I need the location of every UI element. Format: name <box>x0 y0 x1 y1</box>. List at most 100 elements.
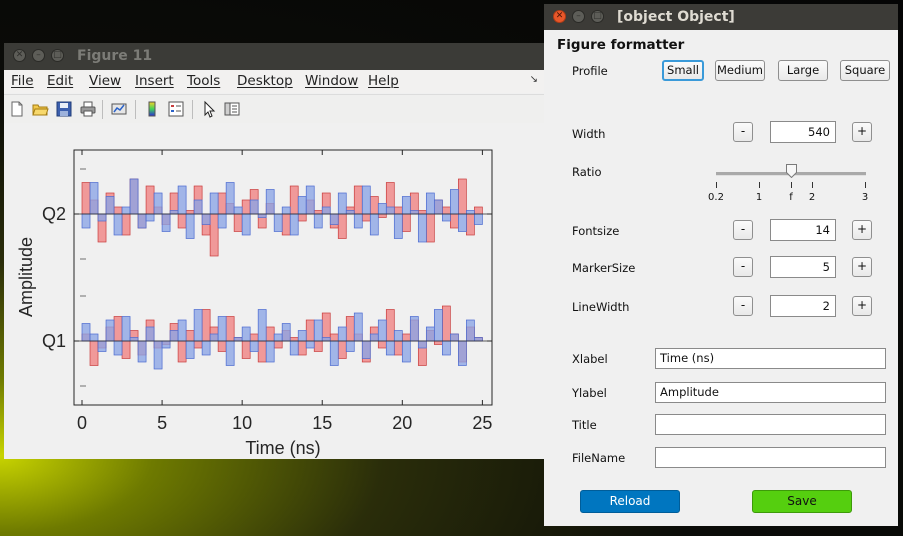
markersize-label: MarkerSize <box>572 261 636 275</box>
profile-medium-button[interactable]: Medium <box>715 60 765 81</box>
toolbar-separator <box>135 100 136 119</box>
fontsize-field[interactable]: 14 <box>770 219 836 241</box>
bar-q2-series-1 <box>313 213 323 229</box>
reload-button[interactable]: Reload <box>580 490 680 513</box>
property-editor-icon[interactable] <box>223 100 241 118</box>
ratio-tick-label: f <box>789 192 793 203</box>
ylabel-field[interactable]: Amplitude <box>655 382 886 403</box>
maximize-icon[interactable]: □ <box>591 10 604 23</box>
figure-window-title: Figure 11 <box>77 48 153 64</box>
ratio-slider-thumb[interactable] <box>786 164 797 178</box>
bar-q2-series-1 <box>145 213 155 222</box>
bar-q2-series-1 <box>425 192 435 215</box>
bar-q1-series-3 <box>305 340 315 349</box>
bar-q2-series-1 <box>241 213 251 236</box>
profile-large-button[interactable]: Large <box>778 60 828 81</box>
bar-q2-series-0 <box>113 206 123 215</box>
profile-square-button[interactable]: Square <box>840 60 890 81</box>
colorbar-icon[interactable] <box>143 100 161 118</box>
maximize-icon[interactable]: □ <box>51 49 64 62</box>
title-field[interactable] <box>655 414 886 435</box>
markersize-field[interactable]: 5 <box>770 256 836 278</box>
bar-q1-series-3 <box>329 340 339 366</box>
bar-q1-series-3 <box>433 309 443 342</box>
linewidth-decrement-button[interactable]: - <box>733 296 753 316</box>
bar-q1-series-3 <box>289 340 299 356</box>
profile-small-button[interactable]: Small <box>662 60 704 81</box>
plot-data-layer <box>74 178 492 370</box>
bar-q2-series-1 <box>466 210 475 215</box>
figure-titlebar[interactable]: ✕ – □ Figure 11 <box>4 43 544 70</box>
bar-q2-series-0 <box>81 182 91 215</box>
x-tick-label: 0 <box>77 413 87 433</box>
x-tick-label: 25 <box>472 413 492 433</box>
linewidth-field[interactable]: 2 <box>770 295 836 317</box>
bar-q2-series-1 <box>345 210 355 215</box>
bar-q1-series-2 <box>217 340 227 352</box>
bar-q1-series-3 <box>466 319 475 342</box>
menu-view[interactable]: View <box>89 73 122 89</box>
ratio-tick <box>865 182 866 188</box>
figure-toolbar <box>4 94 544 124</box>
linewidth-label: LineWidth <box>572 300 630 314</box>
close-icon[interactable]: ✕ <box>553 10 566 23</box>
app-titlebar[interactable]: ✕ – □ [object Object] <box>544 4 898 30</box>
markersize-increment-button[interactable]: + <box>852 257 872 277</box>
menu-help[interactable]: Help <box>368 73 399 89</box>
menu-edit[interactable]: Edit <box>47 73 74 89</box>
close-icon[interactable]: ✕ <box>13 49 26 62</box>
bar-q2-series-1 <box>442 213 451 222</box>
filename-field[interactable] <box>655 447 886 468</box>
bar-q2-series-1 <box>458 213 467 232</box>
save-icon[interactable] <box>55 100 73 118</box>
bar-q1-series-3 <box>313 319 323 342</box>
width-increment-button[interactable]: + <box>852 122 872 142</box>
markersize-decrement-button[interactable]: - <box>733 257 753 277</box>
bar-q2-series-1 <box>161 213 171 232</box>
bar-q1-series-2 <box>345 316 355 342</box>
fontsize-decrement-button[interactable]: - <box>733 220 753 240</box>
toolbar-separator <box>102 100 103 119</box>
new-figure-icon[interactable] <box>8 100 26 118</box>
legend-icon[interactable] <box>167 100 185 118</box>
bar-q2-series-1 <box>177 185 187 215</box>
pointer-icon[interactable] <box>200 100 218 118</box>
plot-svg[interactable]: 0 5 10 15 20 25 Q1 Q2 Amplitude Time (ns) <box>4 123 544 459</box>
bar-q1-series-3 <box>185 340 195 359</box>
bar-q1-series-2 <box>201 309 211 342</box>
bar-q2-series-1 <box>249 199 259 215</box>
bar-q1-series-2 <box>265 326 275 342</box>
bar-q2-series-1 <box>361 185 371 215</box>
menu-insert[interactable]: Insert <box>135 73 174 89</box>
bar-q1-series-3 <box>121 316 131 342</box>
save-button[interactable]: Save <box>752 490 852 513</box>
xlabel-field[interactable]: Time (ns) <box>655 348 886 369</box>
bar-q2-series-1 <box>305 185 315 215</box>
bar-q1-series-3 <box>442 340 451 356</box>
bar-q2-series-1 <box>137 213 147 229</box>
menu-file[interactable]: File <box>11 73 34 89</box>
y-tick-label: Q1 <box>42 331 66 351</box>
link-plot-icon[interactable] <box>110 100 128 118</box>
linewidth-increment-button[interactable]: + <box>852 296 872 316</box>
bar-q2-series-1 <box>385 206 395 215</box>
bar-q2-series-0 <box>377 213 387 218</box>
minimize-icon[interactable]: – <box>572 10 585 23</box>
bar-q1-series-2 <box>193 340 203 349</box>
bar-q2-series-1 <box>113 213 123 236</box>
menu-tools[interactable]: Tools <box>187 73 221 89</box>
app-window: ✕ – □ [object Object] Figure formatter P… <box>544 4 898 526</box>
menu-desktop[interactable]: Desktop <box>237 73 293 89</box>
bar-q1-series-3 <box>145 326 155 342</box>
bar-q1-series-3 <box>401 340 411 363</box>
dock-arrow-icon[interactable]: ↘ <box>529 74 538 85</box>
open-file-icon[interactable] <box>31 100 49 118</box>
fontsize-increment-button[interactable]: + <box>852 220 872 240</box>
bar-q2-series-0 <box>353 185 363 215</box>
width-decrement-button[interactable]: - <box>733 122 753 142</box>
menu-window[interactable]: Window <box>305 73 359 89</box>
bar-q2-series-1 <box>353 213 363 229</box>
print-icon[interactable] <box>79 100 97 118</box>
width-field[interactable]: 540 <box>770 121 836 143</box>
minimize-icon[interactable]: – <box>32 49 45 62</box>
